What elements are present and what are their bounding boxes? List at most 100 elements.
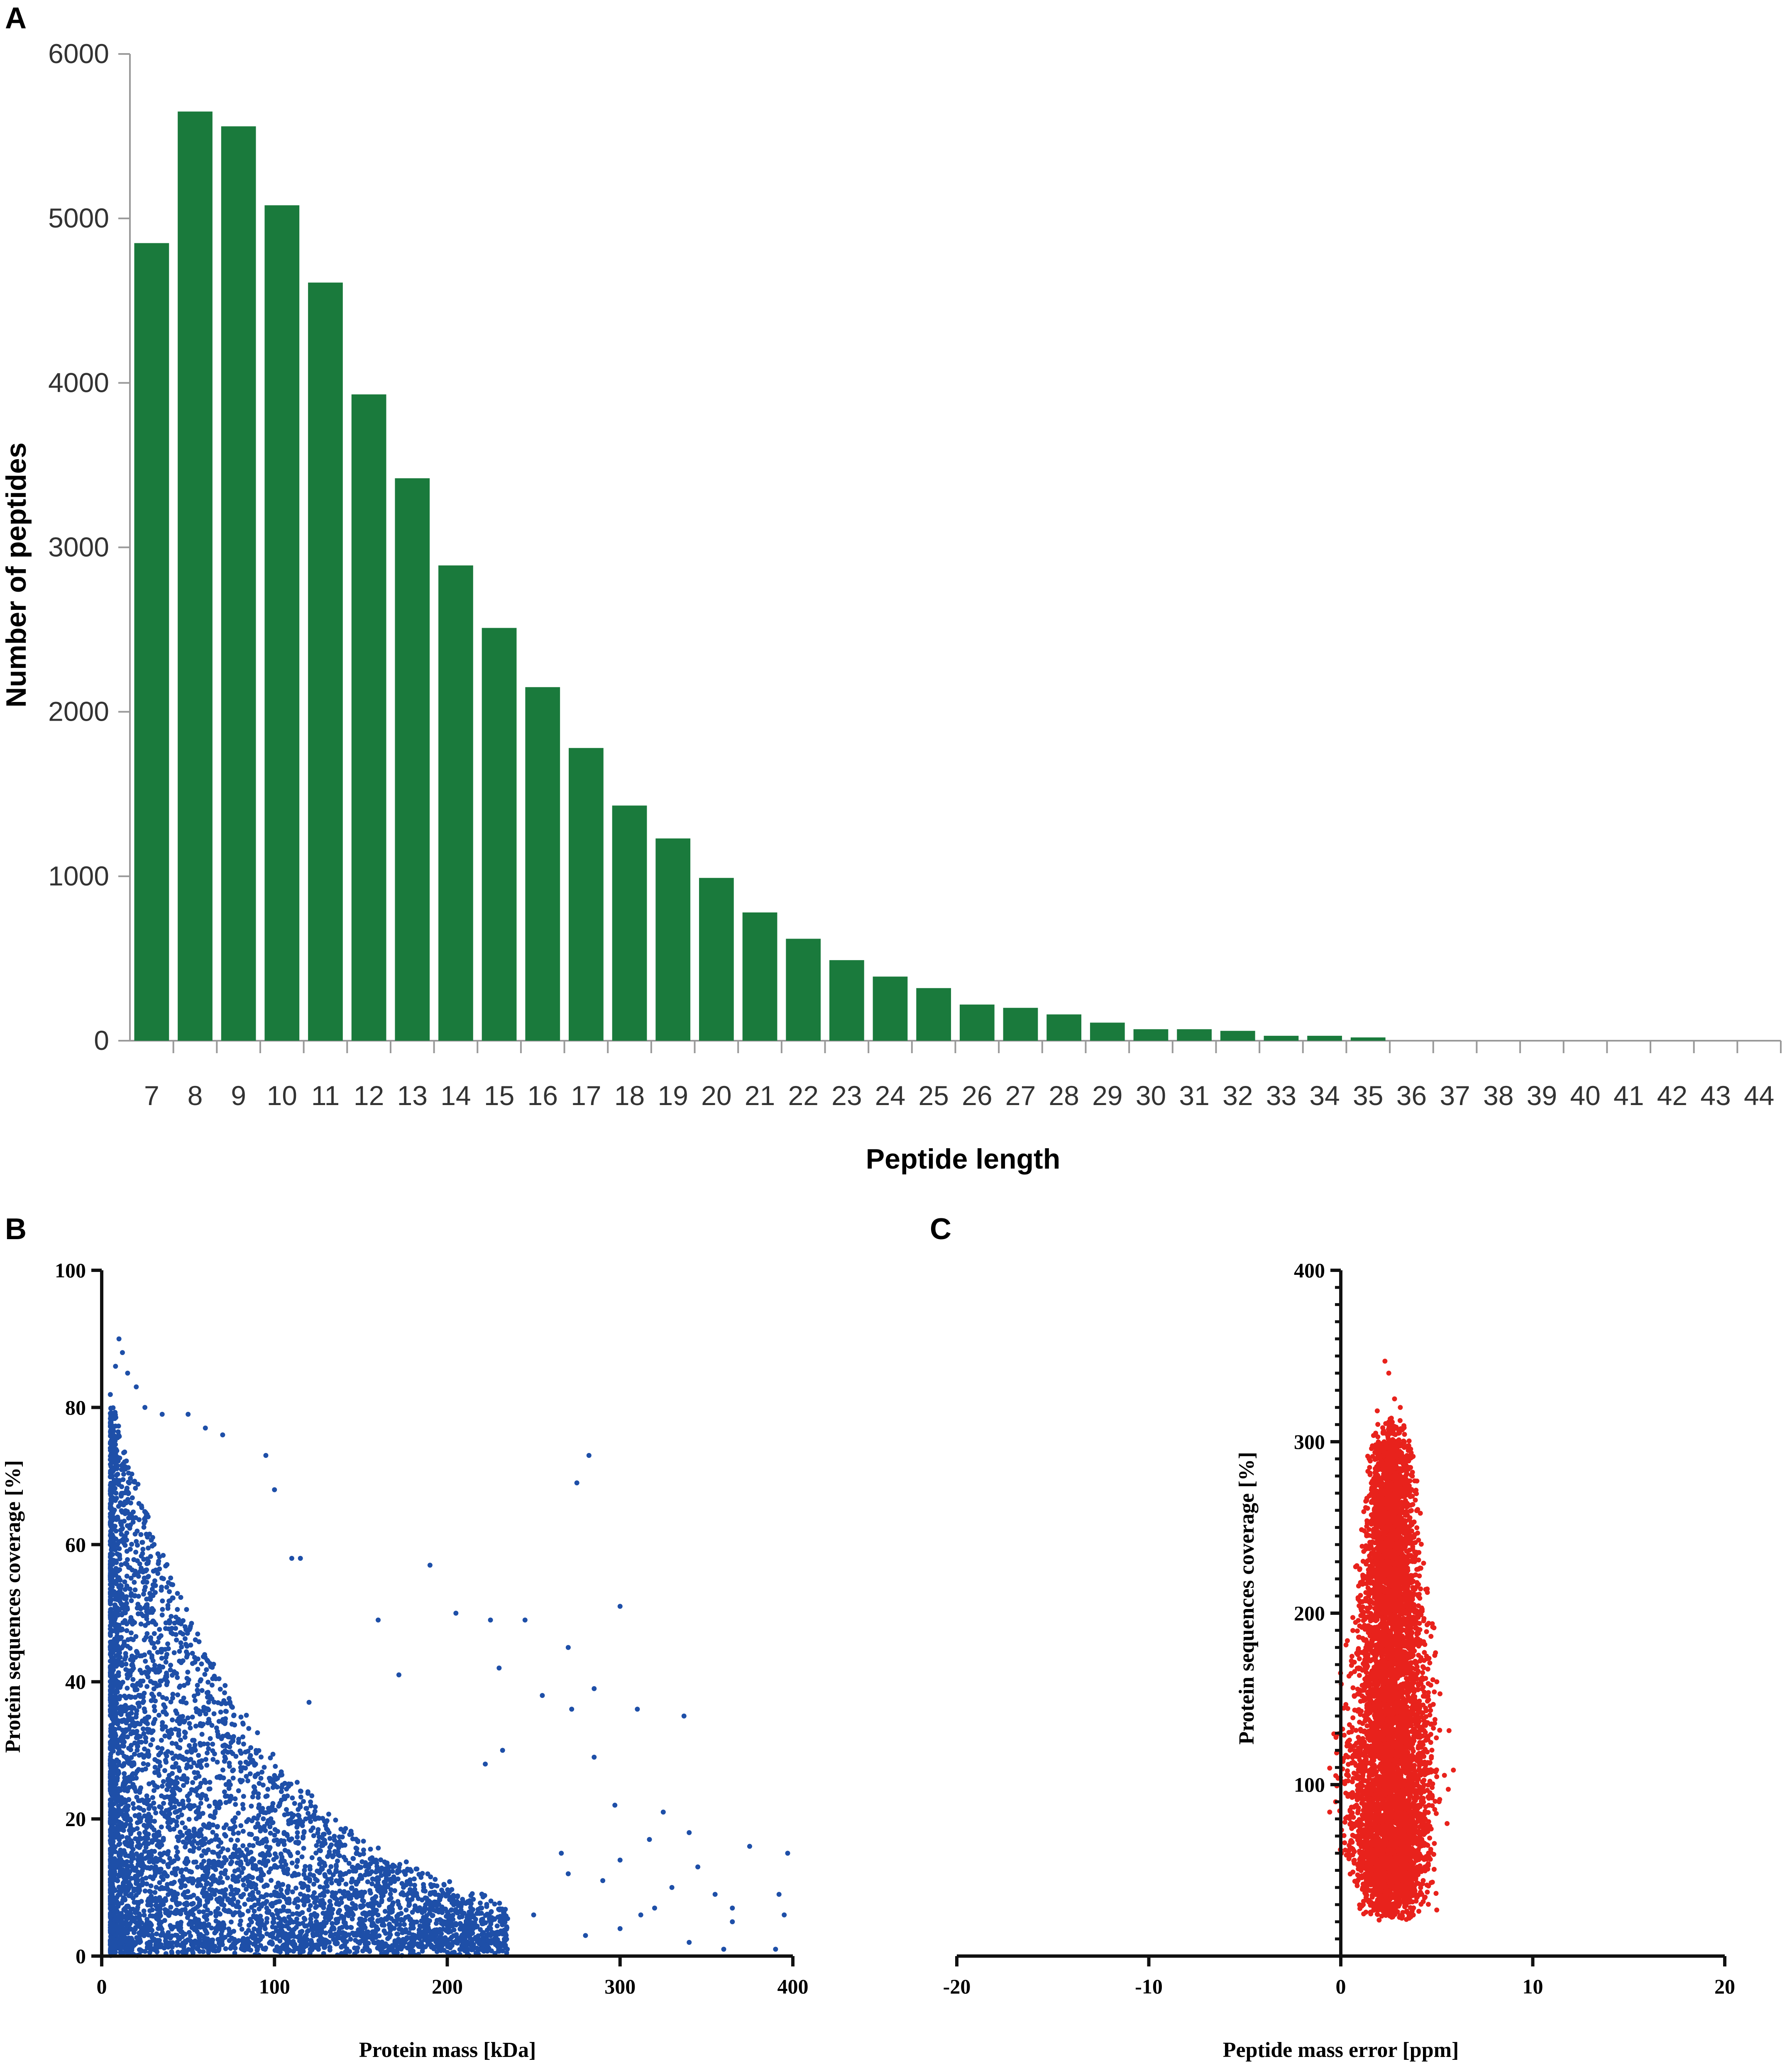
- scatter-point: [200, 1793, 205, 1798]
- scatter-point: [148, 1883, 154, 1888]
- scatter-point: [162, 1677, 167, 1682]
- scatter-point: [266, 1869, 271, 1875]
- scatter-point: [156, 1759, 162, 1765]
- scatter-point: [120, 1920, 125, 1925]
- scatter-point: [129, 1863, 134, 1868]
- scatter-point: [126, 1491, 131, 1496]
- scatter-point: [376, 1888, 381, 1893]
- scatter-point: [166, 1824, 172, 1830]
- scatter-point: [161, 1576, 166, 1581]
- scatter-point: [298, 1881, 304, 1886]
- scatter-point: [181, 1683, 187, 1688]
- scatter-point: [108, 1524, 114, 1529]
- scatter-point: [262, 1765, 267, 1770]
- scatter-point: [115, 1605, 120, 1611]
- scatter-point: [116, 1759, 121, 1765]
- scatter-point: [169, 1949, 174, 1954]
- scatter-point: [206, 1717, 211, 1722]
- scatter-point: [347, 1832, 352, 1837]
- scatter-point: [238, 1765, 243, 1770]
- scatter-point: [176, 1731, 181, 1736]
- scatter-point: [148, 1742, 153, 1748]
- scatter-point: [225, 1750, 230, 1755]
- scatter-point: [270, 1941, 275, 1947]
- scatter-point: [221, 1698, 227, 1703]
- scatter-point: [204, 1824, 210, 1830]
- scatter-point: [156, 1926, 161, 1931]
- scatter-point: [291, 1949, 296, 1954]
- scatter-point: [151, 1641, 156, 1646]
- scatter-point: [411, 1942, 416, 1948]
- scatter-point: [403, 1927, 408, 1932]
- scatter-point: [392, 1879, 397, 1884]
- scatter-point: [459, 1943, 465, 1949]
- scatter-point: [175, 1949, 181, 1955]
- scatter-point: [389, 1916, 394, 1921]
- scatter-point: [264, 1882, 269, 1888]
- scatter-point: [252, 1926, 257, 1932]
- scatter-point: [127, 1586, 133, 1592]
- scatter-point: [218, 1709, 223, 1715]
- scatter-point: [111, 1663, 116, 1668]
- scatter-point: [367, 1888, 373, 1893]
- scatter-point: [296, 1898, 301, 1903]
- scatter-point: [203, 1836, 208, 1841]
- scatter-point: [139, 1540, 145, 1545]
- scatter-point: [152, 1806, 157, 1811]
- scatter-point: [212, 1673, 217, 1679]
- scatter-point: [241, 1892, 246, 1897]
- scatter-point: [206, 1786, 212, 1792]
- scatter-point: [195, 1691, 200, 1696]
- scatter-point: [325, 1827, 330, 1833]
- scatter-point: [247, 1832, 252, 1837]
- scatter-point: [120, 1627, 125, 1632]
- scatter-point: [156, 1558, 161, 1564]
- scatter-point: [127, 1922, 132, 1927]
- scatter-point: [137, 1704, 142, 1709]
- scatter-point: [132, 1941, 137, 1947]
- scatter-point: [462, 1929, 467, 1934]
- scatter-point: [243, 1749, 248, 1755]
- bar: [655, 838, 691, 1041]
- scatter-point: [311, 1833, 316, 1838]
- scatter-point: [180, 1949, 185, 1955]
- scatter-point: [128, 1723, 134, 1728]
- scatter-point: [177, 1745, 183, 1751]
- scatter-point: [238, 1823, 244, 1828]
- x-tick-label: 19: [658, 1080, 688, 1111]
- bar: [1220, 1031, 1255, 1041]
- scatter-point: [156, 1773, 162, 1778]
- scatter-point: [331, 1853, 336, 1858]
- scatter-point: [130, 1716, 135, 1722]
- scatter-point: [175, 1849, 180, 1854]
- scatter-point: [334, 1878, 339, 1883]
- scatter-point: [298, 1929, 303, 1935]
- scatter-point: [180, 1874, 186, 1879]
- scatter-point: [171, 1756, 176, 1761]
- scatter-point: [122, 1467, 127, 1472]
- scatter-point: [215, 1879, 220, 1884]
- scatter-point: [292, 1801, 297, 1806]
- scatter-point: [250, 1890, 255, 1895]
- scatter-point: [210, 1741, 215, 1747]
- scatter-point: [205, 1690, 211, 1695]
- scatter-point: [246, 1726, 252, 1731]
- scatter-point: [184, 1607, 189, 1612]
- scatter-point: [115, 1859, 121, 1864]
- scatter-point: [128, 1915, 134, 1920]
- scatter-point: [144, 1865, 150, 1871]
- scatter-point: [175, 1786, 180, 1791]
- scatter-point: [147, 1781, 152, 1787]
- scatter-point: [406, 1890, 411, 1896]
- scatter-point: [110, 1734, 115, 1740]
- scatter-point: [281, 1831, 287, 1836]
- scatter-point: [370, 1912, 375, 1917]
- scatter-point: [123, 1667, 129, 1672]
- scatter-point: [168, 1667, 173, 1673]
- x-tick-label: 7: [144, 1080, 159, 1111]
- scatter-point: [145, 1674, 151, 1680]
- scatter-point: [108, 1582, 113, 1587]
- scatter-point: [396, 1902, 401, 1907]
- x-tick-label: 41: [1614, 1080, 1644, 1111]
- scatter-point: [156, 1839, 161, 1844]
